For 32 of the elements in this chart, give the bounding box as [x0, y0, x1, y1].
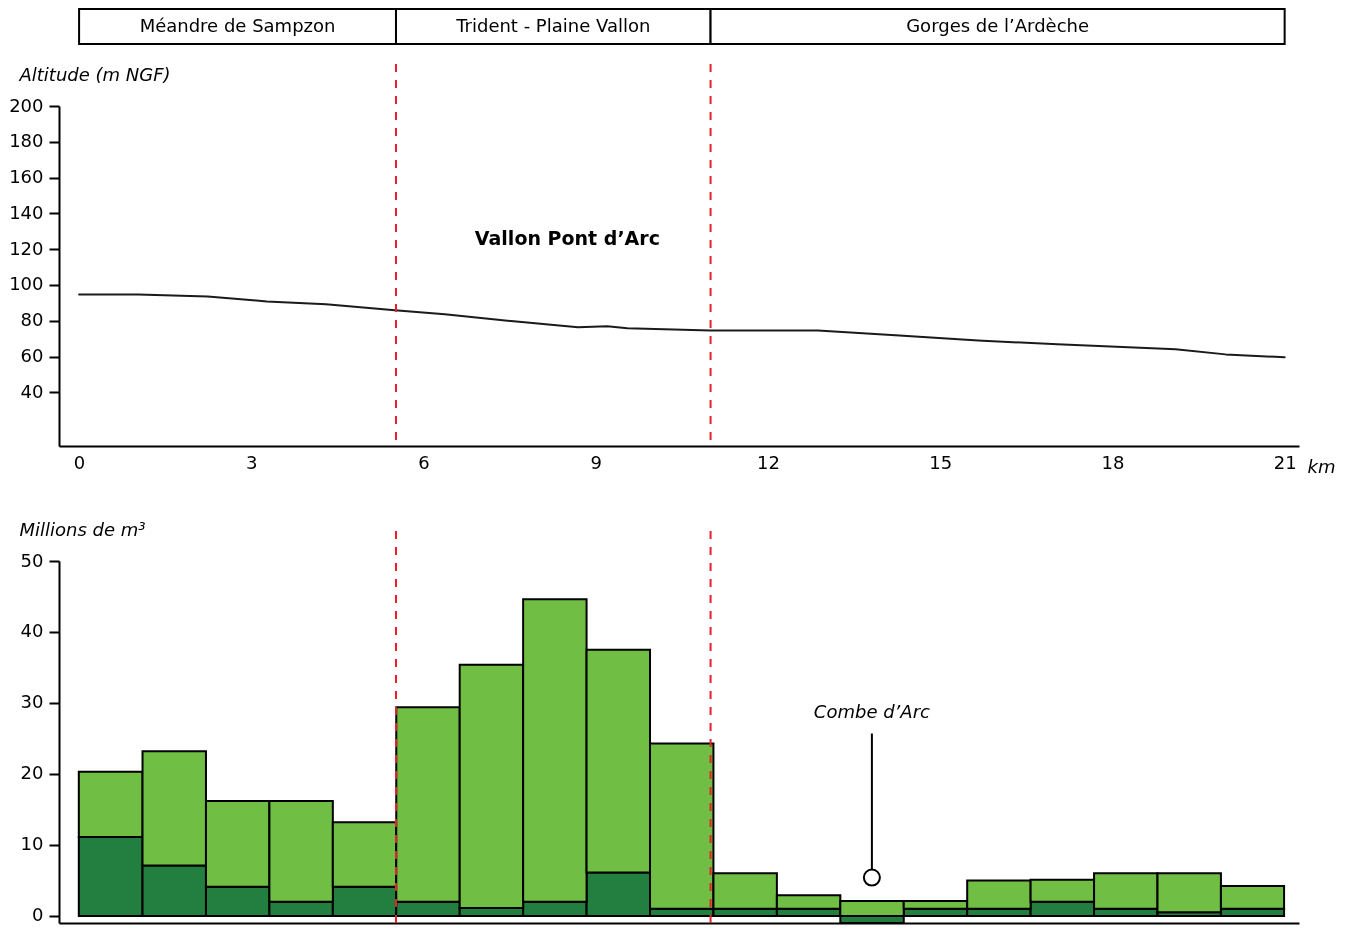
x-tick-label: 12: [757, 451, 780, 473]
y-tick-label: 30: [20, 691, 44, 713]
annotation: Combe d’Arc: [813, 700, 931, 722]
x-tick-label: 6: [418, 451, 430, 473]
y-tick-label: 50: [20, 549, 44, 571]
y-tick-label: 80: [20, 309, 44, 331]
x-axis-title: km: [1307, 455, 1336, 477]
text: Trident - Plaine Vallon: [455, 15, 651, 36]
y-tick-label: 140: [9, 201, 44, 223]
y-tick-label: 40: [20, 620, 44, 642]
y-tick-label: 120: [9, 237, 44, 259]
y-tick-label: 20: [20, 762, 44, 784]
x-tick-label: 18: [1101, 451, 1125, 473]
y-tick-label: 0: [32, 904, 44, 926]
y-tick-label: 40: [20, 380, 44, 402]
text: Gorges de l’Ardèche: [906, 15, 1090, 36]
y-tick-label: 200: [9, 94, 44, 116]
y-axis-title: Millions de m³: [19, 518, 146, 540]
text: Méandre de Sampzon: [139, 15, 336, 36]
y-tick-label: 60: [20, 345, 44, 367]
x-tick-label: 15: [929, 451, 953, 473]
x-tick-label: 21: [1273, 451, 1297, 473]
y-tick-label: 10: [20, 833, 44, 855]
x-tick-label: 9: [590, 451, 602, 473]
y-tick-label: 160: [9, 166, 44, 188]
annotation: Vallon Pont d’Arc: [474, 227, 660, 249]
y-axis-title: Altitude (m NGF): [18, 63, 171, 85]
x-tick-label: 3: [246, 451, 258, 473]
y-tick-label: 180: [9, 130, 44, 152]
y-tick-label: 100: [9, 273, 44, 295]
line-series: [78, 293, 1286, 359]
x-tick-label: 0: [73, 451, 86, 473]
